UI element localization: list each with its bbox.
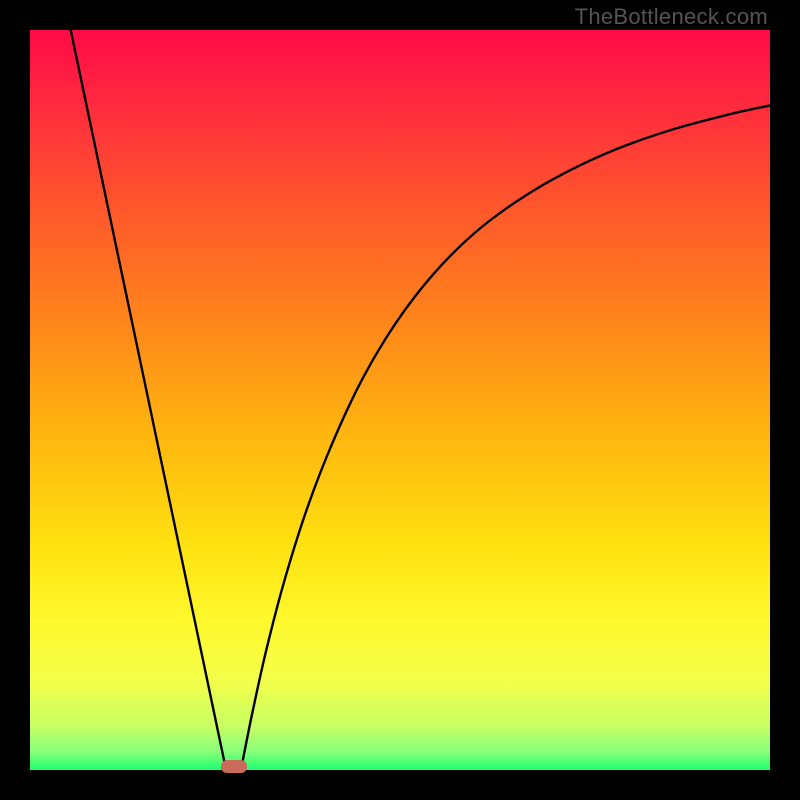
bottleneck-curve xyxy=(30,30,770,770)
plot-area xyxy=(30,30,770,770)
minimum-marker-pill xyxy=(221,760,247,773)
curve-left-branch xyxy=(71,30,226,770)
chart-container: TheBottleneck.com xyxy=(0,0,800,800)
attribution-text: TheBottleneck.com xyxy=(575,4,768,30)
minimum-marker xyxy=(221,760,247,773)
curve-right-branch xyxy=(241,105,770,770)
